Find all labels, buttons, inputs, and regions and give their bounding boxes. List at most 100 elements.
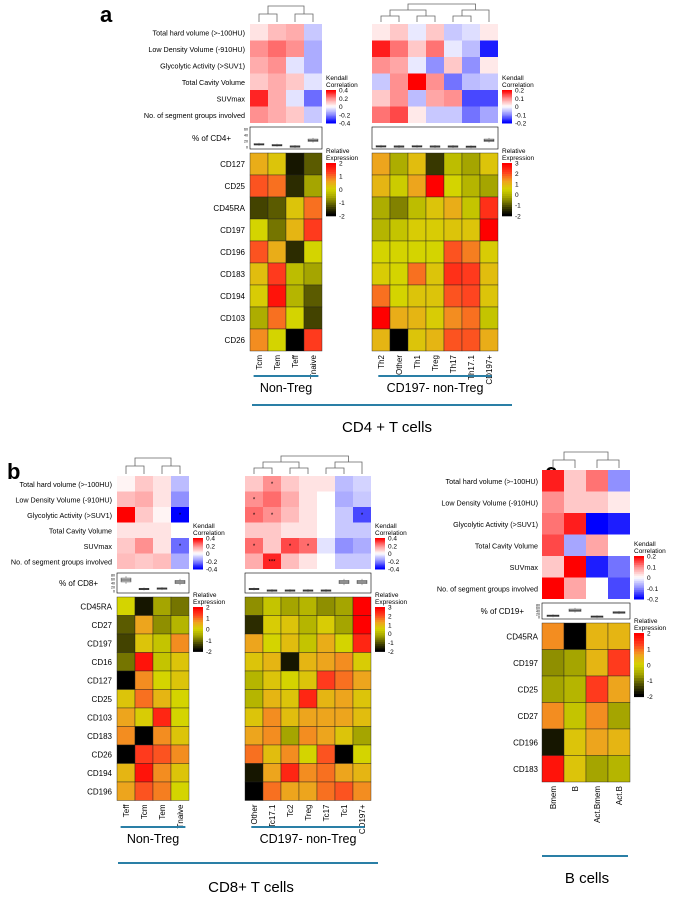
kendall-correlation-legend-swatch (326, 106, 336, 109)
expression-cell (298, 596, 318, 616)
correlation-cell (480, 106, 498, 123)
relative-expression-legend-title: Expression (326, 155, 359, 162)
kendall-correlation-legend-swatch (502, 121, 512, 124)
correlation-cell (390, 90, 408, 107)
kendall-correlation-legend-swatch (375, 567, 385, 570)
expression-cell (443, 284, 463, 308)
expression-cell (461, 152, 481, 176)
expression-cell (316, 596, 336, 616)
correlation-cell (171, 491, 189, 507)
relative-expression-legend-swatch (502, 185, 512, 188)
relative-expression-legend-tick: 0 (339, 187, 343, 194)
relative-expression-legend-swatch (634, 651, 644, 655)
kendall-correlation-legend-swatch (375, 552, 385, 554)
expression-cell (262, 652, 282, 672)
correlation-cell (480, 57, 498, 74)
correlation-cell (390, 40, 408, 57)
expression-cell (334, 670, 354, 690)
kendall-correlation-legend-swatch (502, 117, 512, 120)
relative-expression-legend-swatch (634, 678, 644, 682)
column-label: Tem (273, 355, 282, 370)
expression-cell (303, 152, 323, 176)
kendall-correlation-legend-swatch (375, 543, 385, 545)
kendall-correlation-legend-swatch (634, 581, 644, 584)
expression-cell (541, 675, 565, 703)
kendall-correlation-legend-swatch (375, 544, 385, 547)
expression-cell (389, 284, 409, 308)
expression-cell (170, 652, 190, 672)
cell-type-label: B cells (565, 870, 609, 887)
kendall-correlation-legend-tick: 0 (339, 104, 343, 111)
clinical-row-label: Low Density Volume (-910HU) (148, 45, 245, 54)
expression-cell (116, 689, 136, 709)
expression-cell (249, 284, 269, 308)
marker-row-label: CD25 (92, 695, 113, 704)
correlation-cell (390, 57, 408, 74)
correlation-cell (426, 106, 444, 123)
expression-cell (152, 670, 172, 690)
column-label: Th17.1 (467, 354, 476, 379)
expression-cell (316, 615, 336, 635)
correlation-cell (263, 553, 281, 569)
expression-cell (389, 174, 409, 198)
kendall-correlation-legend-swatch (326, 116, 336, 118)
relative-expression-legend-tick: -1 (388, 640, 394, 647)
relative-expression-legend-swatch (502, 196, 512, 199)
clinical-row-label: No. of segment groups involved (144, 111, 245, 120)
correlation-cell (286, 57, 304, 74)
expression-cell (267, 306, 287, 330)
expression-cell (352, 744, 372, 764)
correlation-cell (281, 476, 299, 492)
group-label: CD197- non-Treg (260, 832, 357, 846)
kendall-correlation-legend-swatch (502, 101, 512, 103)
relative-expression-legend-swatch (326, 163, 336, 166)
marker-row-label: CD25 (225, 182, 246, 191)
expression-cell (280, 781, 300, 801)
kendall-correlation-legend-swatch (375, 559, 385, 562)
kendall-correlation-legend-tick: -0.1 (515, 112, 527, 119)
kendall-correlation-legend-tick: 0.2 (515, 88, 524, 95)
percentage-box-frame (116, 572, 190, 594)
correlation-cell (153, 507, 171, 523)
expression-cell (389, 196, 409, 220)
correlation-cell (408, 90, 426, 107)
kendall-correlation-legend-swatch (634, 561, 644, 564)
correlation-cell (268, 40, 286, 57)
expression-cell (244, 744, 264, 764)
relative-expression-legend-swatch (634, 654, 644, 658)
kendall-correlation-legend-swatch (502, 95, 512, 98)
relative-expression-legend-swatch (502, 182, 512, 186)
kendall-correlation-legend-title: Correlation (326, 82, 358, 89)
expression-cell (389, 218, 409, 242)
expression-cell (352, 596, 372, 616)
correlation-cell (117, 491, 135, 507)
column-label: Th17 (449, 354, 458, 373)
expression-cell (425, 152, 445, 176)
kendall-correlation-legend-swatch (375, 566, 385, 569)
expression-cell (280, 652, 300, 672)
percentage-axis-tick: 60 (536, 607, 540, 611)
kendall-correlation-legend-swatch (502, 107, 512, 110)
expression-cell (262, 670, 282, 690)
correlation-cell (245, 476, 263, 492)
expression-cell (334, 763, 354, 783)
expression-cell (303, 240, 323, 264)
expression-cell (249, 240, 269, 264)
relative-expression-legend-swatch (193, 607, 203, 610)
correlation-cell (268, 73, 286, 90)
relative-expression-legend-swatch (634, 643, 644, 647)
kendall-correlation-legend-swatch (375, 563, 385, 566)
correlation-cell (462, 24, 480, 41)
correlation-cell (117, 553, 135, 569)
expression-cell (316, 744, 336, 764)
correlation-cell (372, 106, 390, 123)
relative-expression-legend-swatch (193, 636, 203, 639)
relative-expression-legend-tick: -2 (647, 694, 653, 701)
correlation-cell (299, 522, 317, 538)
relative-expression-legend-swatch (326, 196, 336, 199)
expression-cell (116, 781, 136, 801)
relative-expression-legend-swatch (634, 633, 644, 637)
